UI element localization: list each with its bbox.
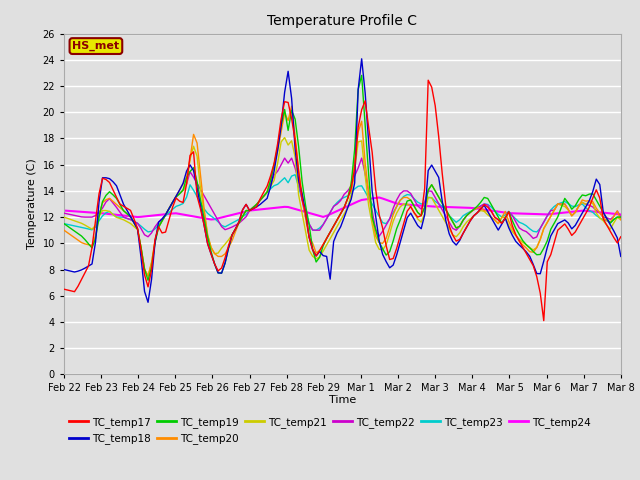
TC_temp18 bbox=[176, 187, 184, 193]
Line: TC_temp18: TC_temp18 bbox=[64, 59, 621, 302]
TC_temp20 bbox=[221, 251, 229, 257]
TC_temp17 bbox=[421, 185, 429, 191]
TC_temp21 bbox=[221, 241, 229, 247]
TC_temp21 bbox=[60, 214, 68, 220]
TC_temp20 bbox=[375, 240, 383, 246]
TC_temp18 bbox=[522, 249, 530, 255]
TC_temp17 bbox=[617, 234, 625, 240]
TC_temp17 bbox=[519, 244, 527, 250]
TC_temp17 bbox=[596, 195, 604, 201]
TC_temp18 bbox=[596, 182, 604, 188]
TC_temp21 bbox=[522, 242, 530, 248]
TC_temp23 bbox=[596, 215, 604, 221]
Title: Temperature Profile C: Temperature Profile C bbox=[268, 14, 417, 28]
TC_temp19 bbox=[358, 72, 365, 78]
TC_temp24 bbox=[372, 195, 380, 201]
TC_temp17 bbox=[60, 286, 68, 292]
Y-axis label: Temperature (C): Temperature (C) bbox=[27, 158, 37, 250]
TC_temp23 bbox=[60, 221, 68, 227]
X-axis label: Time: Time bbox=[329, 395, 356, 405]
Text: HS_met: HS_met bbox=[72, 41, 120, 51]
TC_temp20 bbox=[176, 187, 184, 193]
TC_temp19 bbox=[144, 277, 152, 283]
TC_temp18 bbox=[358, 56, 365, 62]
TC_temp23 bbox=[428, 195, 436, 201]
TC_temp24 bbox=[522, 211, 530, 216]
TC_temp23 bbox=[221, 224, 229, 230]
TC_temp21 bbox=[176, 191, 184, 197]
TC_temp22 bbox=[281, 155, 289, 161]
TC_temp22 bbox=[529, 236, 537, 241]
TC_temp20 bbox=[617, 217, 625, 223]
TC_temp22 bbox=[218, 224, 225, 229]
TC_temp22 bbox=[519, 228, 527, 233]
TC_temp19 bbox=[221, 260, 229, 266]
TC_temp21 bbox=[144, 273, 152, 279]
TC_temp20 bbox=[428, 182, 436, 188]
Line: TC_temp17: TC_temp17 bbox=[64, 80, 621, 321]
TC_temp23 bbox=[375, 214, 383, 219]
Line: TC_temp23: TC_temp23 bbox=[64, 175, 621, 232]
TC_temp22 bbox=[617, 214, 625, 220]
TC_temp23 bbox=[144, 229, 152, 235]
TC_temp19 bbox=[617, 214, 625, 220]
TC_temp22 bbox=[172, 194, 180, 200]
TC_temp18 bbox=[617, 253, 625, 259]
TC_temp21 bbox=[428, 195, 436, 201]
TC_temp21 bbox=[375, 246, 383, 252]
Line: TC_temp22: TC_temp22 bbox=[64, 158, 621, 239]
TC_temp19 bbox=[176, 191, 184, 197]
TC_temp21 bbox=[281, 135, 289, 141]
TC_temp21 bbox=[617, 217, 625, 223]
TC_temp17 bbox=[218, 265, 225, 271]
TC_temp24 bbox=[207, 216, 215, 222]
TC_temp17 bbox=[172, 195, 180, 201]
TC_temp20 bbox=[60, 228, 68, 233]
TC_temp19 bbox=[596, 204, 604, 209]
TC_temp22 bbox=[60, 210, 68, 216]
Line: TC_temp21: TC_temp21 bbox=[64, 138, 621, 276]
TC_temp24 bbox=[596, 209, 604, 215]
TC_temp24 bbox=[60, 208, 68, 214]
TC_temp20 bbox=[522, 245, 530, 251]
TC_temp23 bbox=[617, 214, 625, 220]
TC_temp22 bbox=[424, 188, 432, 194]
TC_temp20 bbox=[144, 273, 152, 279]
TC_temp22 bbox=[596, 210, 604, 216]
TC_temp22 bbox=[372, 227, 380, 232]
Line: TC_temp24: TC_temp24 bbox=[64, 197, 621, 219]
TC_temp19 bbox=[522, 242, 530, 248]
TC_temp17 bbox=[540, 318, 548, 324]
TC_temp23 bbox=[176, 202, 184, 208]
TC_temp20 bbox=[596, 210, 604, 216]
TC_temp24 bbox=[172, 210, 180, 216]
TC_temp17 bbox=[424, 77, 432, 83]
TC_temp18 bbox=[221, 260, 229, 266]
TC_temp24 bbox=[617, 212, 625, 217]
TC_temp18 bbox=[375, 238, 383, 244]
TC_temp23 bbox=[291, 172, 299, 178]
TC_temp18 bbox=[428, 162, 436, 168]
TC_temp19 bbox=[428, 182, 436, 188]
TC_temp24 bbox=[428, 204, 436, 209]
TC_temp21 bbox=[596, 215, 604, 221]
TC_temp17 bbox=[369, 149, 376, 155]
TC_temp18 bbox=[60, 267, 68, 273]
TC_temp24 bbox=[221, 214, 229, 219]
TC_temp23 bbox=[522, 223, 530, 228]
TC_temp19 bbox=[60, 221, 68, 227]
Line: TC_temp20: TC_temp20 bbox=[64, 106, 621, 276]
Legend: TC_temp17, TC_temp18, TC_temp19, TC_temp20, TC_temp21, TC_temp22, TC_temp23, TC_: TC_temp17, TC_temp18, TC_temp19, TC_temp… bbox=[69, 417, 591, 444]
TC_temp24 bbox=[375, 194, 383, 200]
TC_temp19 bbox=[375, 239, 383, 245]
TC_temp18 bbox=[144, 300, 152, 305]
TC_temp20 bbox=[288, 103, 296, 109]
Line: TC_temp19: TC_temp19 bbox=[64, 75, 621, 280]
